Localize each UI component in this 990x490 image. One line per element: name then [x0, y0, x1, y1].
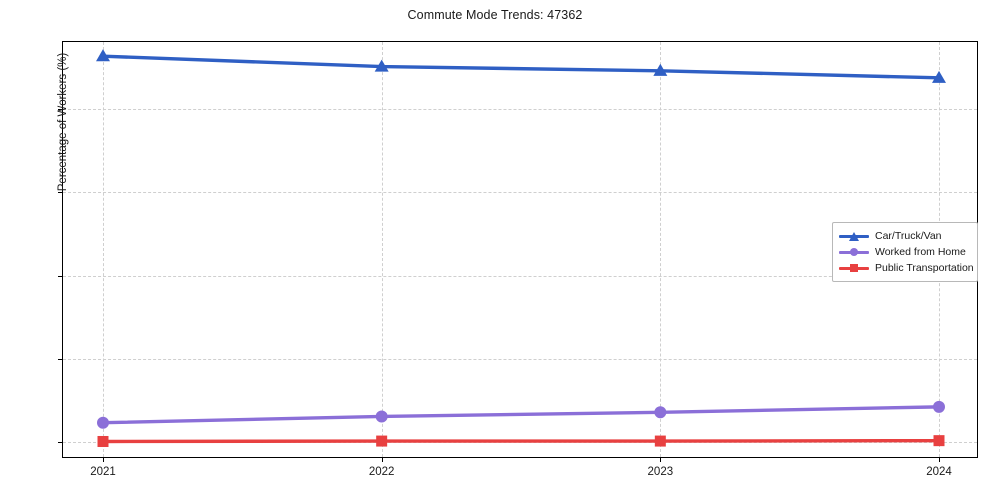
legend-label: Car/Truck/Van — [875, 230, 942, 242]
y-tick-mark — [58, 108, 63, 110]
data-point-marker — [932, 70, 946, 83]
x-tick-label: 2022 — [368, 466, 395, 478]
series-line — [101, 405, 941, 425]
legend-label: Public Transportation — [875, 262, 974, 274]
x-tick-label: 2021 — [90, 466, 116, 478]
data-point-marker — [376, 435, 388, 447]
data-point-marker — [653, 63, 668, 76]
data-point-marker — [654, 435, 666, 447]
legend-item[interactable]: Worked from Home — [839, 244, 971, 260]
data-point-marker — [654, 406, 667, 419]
x-tick-mark — [381, 457, 383, 462]
y-tick-mark — [58, 275, 63, 277]
series-line — [101, 54, 941, 80]
chart-title: Commute Mode Trends: 47362 — [407, 8, 583, 22]
legend-swatch — [839, 245, 869, 259]
legend-marker-icon — [849, 232, 859, 241]
y-tick-mark — [58, 358, 63, 360]
data-point-marker — [97, 416, 109, 429]
data-point-marker — [933, 400, 945, 413]
y-tick-mark — [58, 442, 63, 444]
x-tick-mark — [939, 457, 940, 462]
x-tick-mark — [660, 457, 662, 462]
y-axis-label: Percentage of Workers (%) — [57, 52, 69, 192]
data-point-marker — [97, 435, 109, 447]
legend-item[interactable]: Public Transportation — [839, 260, 974, 276]
data-point-marker — [375, 410, 388, 423]
data-point-marker — [933, 435, 945, 447]
legend-swatch — [839, 261, 869, 275]
legend-label: Worked from Home — [875, 246, 966, 258]
y-tick-mark — [58, 192, 63, 194]
x-tick-label: 2023 — [647, 466, 674, 478]
legend-marker-icon — [850, 248, 858, 256]
series-line — [101, 438, 941, 444]
data-point-marker — [96, 49, 110, 62]
data-point-marker — [374, 59, 389, 72]
chart-legend[interactable]: Car/Truck/Van Worked from Home Public Tran… — [832, 222, 978, 282]
x-tick-mark — [103, 457, 104, 462]
x-tick-label: 2024 — [926, 466, 952, 478]
legend-marker-icon — [850, 264, 858, 272]
legend-swatch — [839, 229, 869, 243]
legend-item[interactable]: Car/Truck/Van — [839, 228, 971, 244]
series-plot — [96, 49, 946, 447]
